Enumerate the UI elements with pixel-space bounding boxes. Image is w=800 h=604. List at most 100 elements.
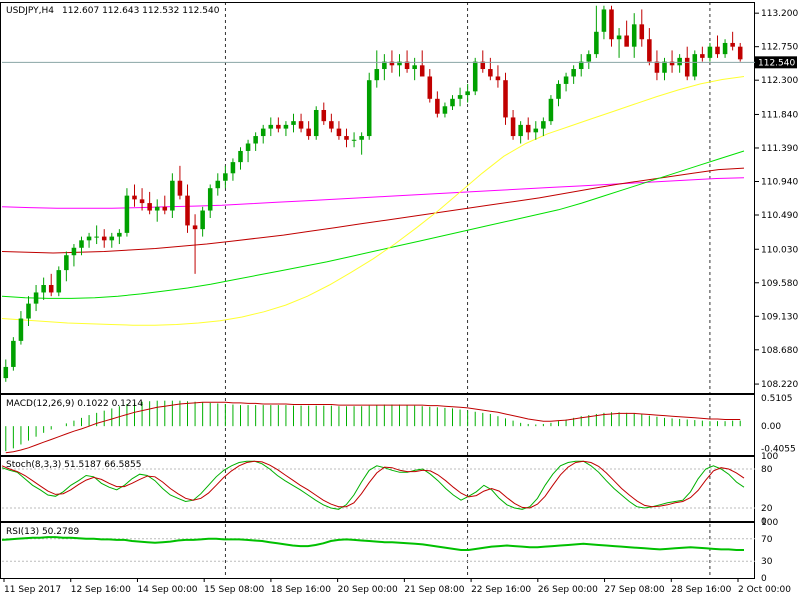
y-tick-label: 108.220 — [761, 380, 798, 390]
candle-body — [306, 128, 311, 137]
x-tick-label: 20 Sep 00:00 — [338, 585, 398, 595]
candle-body — [419, 65, 425, 77]
candle-body — [79, 240, 84, 248]
candle-body — [18, 318, 24, 341]
x-tick-label: 21 Sep 08:00 — [404, 585, 464, 595]
candle-body — [154, 206, 160, 211]
macd-tick-label: 0.00 — [761, 422, 781, 432]
candle-body — [677, 57, 682, 66]
candle-body — [336, 128, 342, 137]
y-tick-label: 110.940 — [761, 177, 798, 187]
x-tick-label: 28 Sep 16:00 — [671, 585, 731, 595]
candle-body — [207, 188, 213, 211]
candle-body — [185, 195, 190, 226]
candle-body — [662, 61, 667, 73]
candle-body — [64, 255, 69, 271]
candle-body — [132, 195, 137, 200]
candle-body — [11, 340, 16, 367]
candle-body — [397, 61, 402, 66]
rsi-line — [1, 536, 744, 551]
candle-body — [684, 57, 690, 77]
candle-body — [578, 61, 584, 70]
candle-body — [427, 76, 433, 99]
candle-body — [124, 195, 130, 233]
x-tick-label: 11 Sep 2017 — [4, 585, 61, 595]
panel-frame-0 — [0, 2, 755, 394]
candle-body — [525, 124, 531, 133]
candle-body — [313, 109, 319, 137]
x-tick-label: 15 Sep 08:00 — [204, 585, 264, 595]
candle-body — [71, 247, 77, 256]
candle-body — [647, 39, 652, 62]
candle-body — [33, 292, 39, 304]
candle-body — [737, 46, 743, 60]
panel-frame-3 — [0, 522, 755, 579]
y-tick-label: 110.490 — [761, 211, 798, 221]
candle-body — [722, 42, 728, 55]
candle-body — [465, 91, 470, 96]
candle-body — [700, 54, 705, 58]
candle-body — [503, 80, 508, 118]
candle-body — [329, 121, 334, 129]
y-tick-label: 111.840 — [761, 110, 798, 120]
candle-body — [639, 24, 645, 40]
candle-body — [374, 69, 380, 81]
candle-body — [109, 236, 115, 241]
candle-body — [495, 76, 501, 81]
candle-body — [351, 139, 357, 141]
candle-body — [147, 203, 152, 211]
candle-body — [276, 124, 281, 129]
candle-body — [291, 121, 296, 125]
y-tick-label: 112.750 — [761, 43, 798, 53]
candle-body — [139, 199, 145, 204]
candle-body — [435, 98, 440, 114]
candle-body — [730, 42, 735, 47]
candle-body — [571, 69, 576, 77]
stoch-tick-label: 80 — [761, 465, 773, 475]
x-tick-label: 18 Sep 16:00 — [271, 585, 331, 595]
candle-body — [533, 128, 539, 133]
candle-body — [56, 270, 62, 293]
x-tick-label: 12 Sep 16:00 — [71, 585, 131, 595]
x-tick-label: 14 Sep 00:00 — [137, 585, 197, 595]
stoch-tick-label: 20 — [761, 504, 773, 514]
current-price-label: 112.540 — [758, 58, 795, 68]
candle-body — [692, 54, 698, 77]
candle-body — [268, 124, 274, 129]
candle-body — [586, 54, 592, 62]
candle-body — [41, 285, 46, 293]
x-tick-label: 22 Sep 16:00 — [471, 585, 531, 595]
candle-body — [389, 61, 395, 66]
candle-body — [223, 173, 228, 181]
candle-body — [601, 9, 607, 32]
candle-body — [283, 124, 289, 129]
stoch-label: Stoch(8,3,3) 51.5187 66.5855 — [6, 460, 141, 470]
candle-body — [616, 35, 622, 40]
y-tick-label: 111.390 — [761, 144, 798, 154]
candle-body — [609, 9, 614, 40]
candle-body — [86, 236, 92, 241]
candle-body — [404, 61, 410, 70]
candle-body — [382, 61, 387, 70]
macd-label: MACD(12,26,9) 0.1022 0.1214 — [6, 399, 143, 409]
stoch-tick-label: 100 — [761, 452, 778, 462]
candle-body — [548, 98, 554, 122]
candle-body — [48, 285, 54, 293]
candle-body — [177, 180, 183, 196]
macd-tick-label: -0.4055 — [761, 445, 796, 455]
candle-body — [457, 95, 463, 99]
candle-body — [556, 83, 561, 99]
x-tick-label: 26 Sep 00:00 — [538, 585, 598, 595]
rsi-tick-label: 30 — [761, 557, 773, 567]
candle-body — [298, 121, 304, 129]
x-tick-label: 27 Sep 08:00 — [605, 585, 665, 595]
candle-body — [200, 210, 205, 230]
stoch-signal-line — [1, 460, 745, 509]
candle-body — [366, 80, 372, 137]
y-tick-label: 110.030 — [761, 245, 798, 255]
symbol-label: USDJPY,H4 — [6, 6, 54, 16]
ma-fast-line — [1, 76, 745, 326]
stoch-main-line — [1, 460, 745, 510]
